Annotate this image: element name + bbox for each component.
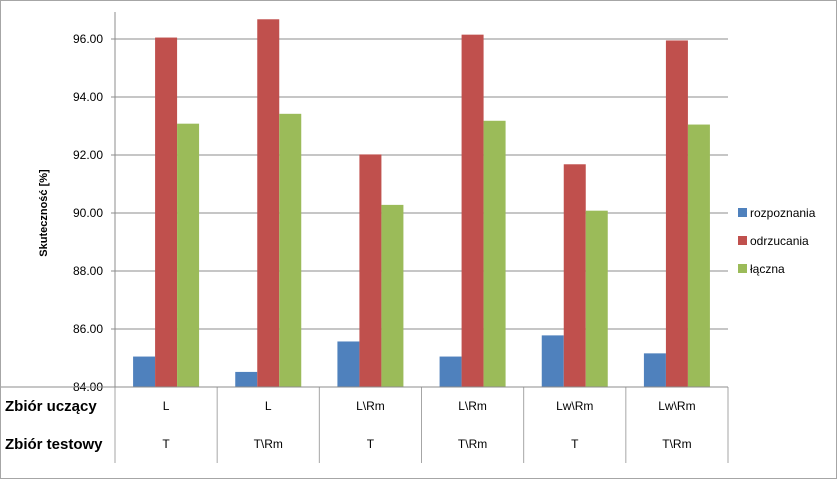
legend-swatch-odrzucania <box>738 236 747 245</box>
bar-odrzucania <box>155 37 178 388</box>
legend-swatch-rozpoznania <box>738 208 747 217</box>
bar-odrzucania <box>461 34 484 388</box>
bar-odrzucania <box>665 40 688 387</box>
bar-rozpoznania <box>133 356 156 387</box>
x-tick-label: T <box>367 437 375 451</box>
x-tick-label: L\Rm <box>458 399 487 413</box>
bar-łączna <box>381 204 404 387</box>
y-tick-label: 92.00 <box>73 148 103 162</box>
y-tick-label: 96.00 <box>73 32 103 46</box>
legend-label: rozpoznania <box>750 206 816 220</box>
x-tick-label: T <box>162 437 170 451</box>
bar-rozpoznania <box>337 341 360 387</box>
y-axis-title: Skuteczność [%] <box>38 169 50 257</box>
x-tick-label: T <box>571 437 579 451</box>
bar-rozpoznania <box>439 356 462 387</box>
x-tick-label: Lw\Rm <box>556 399 593 413</box>
y-tick-label: 86.00 <box>73 322 103 336</box>
x-tick-label: T\Rm <box>662 437 691 451</box>
x-tick-label: L\Rm <box>356 399 385 413</box>
legend-label: odrzucania <box>750 234 809 248</box>
category-row-title: Zbiór testowy <box>5 436 103 453</box>
bar-odrzucania <box>257 19 280 388</box>
category-row-title: Zbiór uczący <box>5 398 97 415</box>
y-tick-label: 88.00 <box>73 264 103 278</box>
legend-label: łączna <box>750 262 785 276</box>
bar-łączna <box>483 120 506 387</box>
bar-rozpoznania <box>643 353 666 387</box>
bar-odrzucania <box>359 154 382 387</box>
bar-łączna <box>585 210 608 387</box>
y-tick-label: 94.00 <box>73 90 103 104</box>
bar-rozpoznania <box>541 335 564 387</box>
bar-łączna <box>177 123 200 388</box>
x-tick-label: L <box>265 399 272 413</box>
x-tick-label: L <box>163 399 170 413</box>
x-tick-label: T\Rm <box>458 437 487 451</box>
bar-rozpoznania <box>235 371 258 387</box>
bar-odrzucania <box>563 164 586 387</box>
bar-łączna <box>687 124 710 388</box>
bar-łączna <box>279 113 302 387</box>
x-tick-label: Lw\Rm <box>658 399 695 413</box>
legend-swatch-łączna <box>738 264 747 273</box>
x-tick-label: T\Rm <box>254 437 283 451</box>
y-tick-label: 90.00 <box>73 206 103 220</box>
